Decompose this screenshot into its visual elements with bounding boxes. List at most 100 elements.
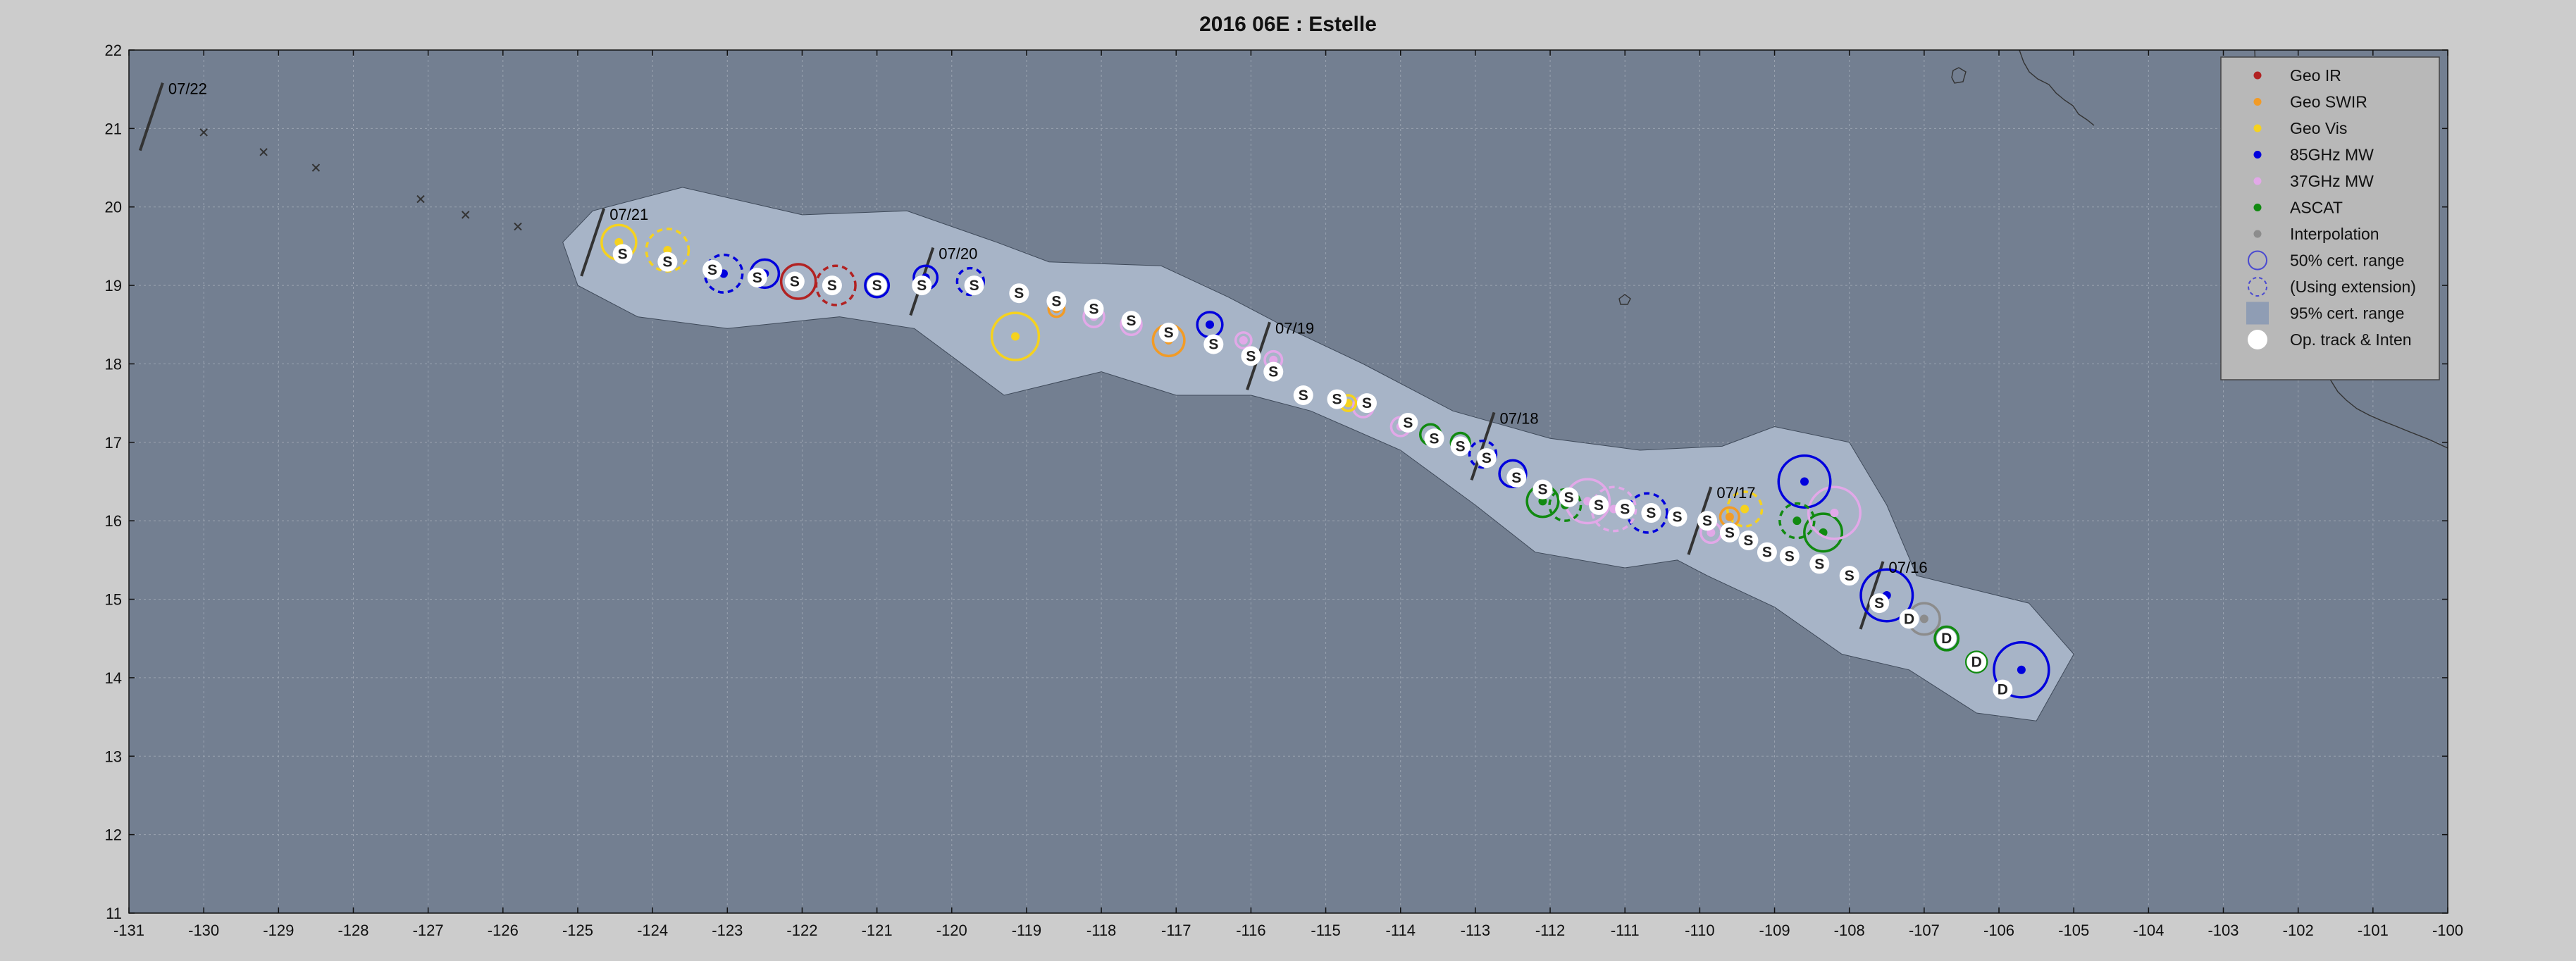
track-point: [1356, 393, 1377, 414]
fix-ring-geo_vis: [1726, 490, 1764, 528]
x-tick-label: -109: [1759, 922, 1790, 939]
track-point: [1203, 334, 1224, 354]
interp-mark: [514, 222, 522, 231]
op-track: DDDDSSSSSSSSSSSSSSSSSSSSSSSSSSSSSSSSSSSS…: [612, 244, 2013, 700]
date-label: 07/22: [168, 80, 207, 98]
track-intensity: S: [1725, 525, 1735, 541]
track-point: [1241, 346, 1261, 366]
fix-dot-mw85: [1206, 320, 1215, 329]
track-point: [1046, 291, 1067, 311]
x-tick-label: -119: [1012, 922, 1041, 939]
date-tick: [1470, 411, 1496, 481]
legend-label: 85GHz MW: [2290, 146, 2374, 164]
x-tick-label: -104: [2133, 922, 2164, 939]
fix-ring-mw37: [1234, 331, 1253, 349]
x-tick-label: -106: [1983, 922, 2014, 939]
legend-label: Geo SWIR: [2290, 93, 2367, 111]
track-point: [1719, 522, 1740, 542]
coastline: [1618, 49, 2448, 449]
date-label: 07/17: [1716, 484, 1755, 502]
fix-ring-geo_vis: [990, 311, 1041, 361]
track-intensity: D: [1998, 682, 2008, 698]
track-point: [1263, 361, 1284, 382]
track-point: [1589, 495, 1609, 515]
legend-label: 37GHz MW: [2290, 172, 2374, 190]
fix-dot-geo_swir: [1725, 512, 1734, 521]
x-tick-label: -121: [862, 922, 893, 939]
track-point: [1757, 542, 1777, 562]
track-point: [1869, 593, 1890, 614]
track-intensity: S: [1845, 568, 1854, 584]
track-intensity: D: [1904, 611, 1914, 627]
track-intensity: S: [1594, 497, 1604, 514]
track-point: [1559, 487, 1579, 507]
certainty-cone: [562, 187, 2074, 721]
fix-ring-mw85: [703, 253, 744, 294]
x-tick-label: -122: [786, 922, 817, 939]
y-tick-label: 21: [105, 120, 122, 137]
date-label: 07/16: [1889, 559, 1928, 576]
interp-mark: [311, 163, 321, 172]
ocean-area: [129, 50, 2448, 913]
x-tick-label: -108: [1834, 922, 1865, 939]
x-axis: -131 -130 -129 -128 -127 -126 -125 -124 -123 -122…: [113, 50, 2463, 939]
track-intensity: S: [1456, 438, 1466, 454]
track-point: [822, 275, 842, 296]
track-point: [657, 252, 678, 272]
track-point: [867, 275, 887, 296]
date-labels: 07/22 07/21 07/20 07/19 07/18 07/17 07/16: [168, 80, 1928, 576]
fix-ring-ascat: [1964, 650, 1988, 674]
x-tick-label: -117: [1161, 922, 1191, 939]
interp-mark: [416, 194, 425, 204]
track-point: [1779, 546, 1800, 566]
fix-dot-geo_vis: [1740, 504, 1750, 514]
fix-dot-geo_vis: [1011, 332, 1020, 341]
fix-ring-mw85: [1993, 641, 2050, 699]
fix-dot-mw37: [1830, 509, 1839, 518]
x-tick-label: -123: [712, 922, 743, 939]
track-intensity: S: [1299, 388, 1308, 404]
track-point: [1967, 652, 1987, 672]
fix-dot-interp: [1919, 614, 1928, 624]
legend-label: Interpolation: [2290, 225, 2379, 243]
track-point: [1158, 322, 1179, 342]
track-point: [702, 259, 723, 280]
x-tick-label: -118: [1086, 922, 1116, 939]
y-tick-label: 19: [105, 277, 122, 294]
y-tick-label: 12: [105, 826, 122, 844]
track-point: [1738, 531, 1759, 551]
fix-ring-mw85: [955, 266, 985, 297]
chart-title: 2016 06E : Estelle: [1199, 13, 1377, 36]
track-point: [1936, 628, 1957, 649]
y-axis: 11 12 13 14 15 16 17 18 19 20 21 22: [105, 42, 2448, 922]
track-intensity: S: [662, 254, 672, 271]
x-tick-label: -112: [1535, 922, 1565, 939]
track-intensity: S: [872, 278, 882, 294]
x-tick-label: -110: [1685, 922, 1714, 939]
fix-ring-mw85: [864, 272, 891, 299]
date-tick: [1859, 561, 1885, 630]
track-intensity: S: [1127, 313, 1137, 329]
date-label: 07/20: [939, 245, 977, 263]
track-point: [1084, 299, 1104, 319]
cone-95: [562, 187, 2074, 721]
legend-box: [2220, 56, 2440, 380]
y-tick-label: 16: [105, 512, 122, 530]
track-intensity: S: [1874, 595, 1884, 612]
legend-marker: [2253, 230, 2262, 238]
track-intensity: S: [1743, 533, 1753, 549]
track-intensity: S: [917, 278, 927, 294]
track-intensity: S: [1482, 450, 1492, 466]
x-tick-label: -125: [562, 922, 593, 939]
track-intensity: S: [1511, 470, 1521, 486]
date-label: 07/18: [1500, 409, 1539, 427]
x-tick-label: -114: [1386, 922, 1416, 939]
y-tick-label: 20: [105, 199, 122, 216]
track-point: [1450, 436, 1470, 457]
track-intensity: S: [1208, 337, 1218, 353]
track-point: [1293, 385, 1313, 405]
legend-marker: [2253, 151, 2262, 159]
x-tick-label: -100: [2432, 922, 2463, 939]
track-point: [1667, 507, 1688, 527]
